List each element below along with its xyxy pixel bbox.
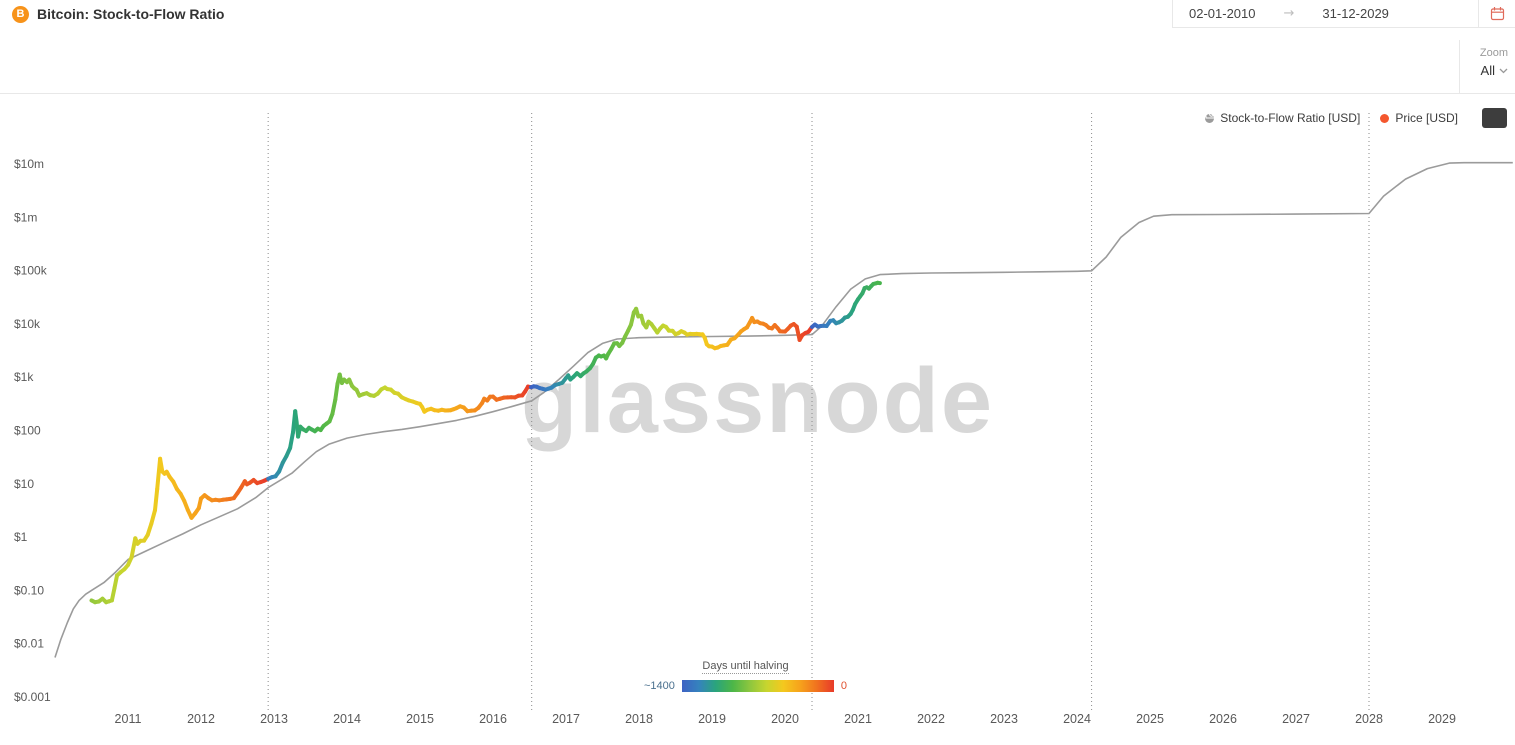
x-tick-label: 2025 [1136,712,1164,726]
x-tick-label: 2026 [1209,712,1237,726]
price-segment [153,487,160,513]
x-tick-label: 2019 [698,712,726,726]
range-arrow-icon: → [1283,6,1295,21]
y-tick-label: $1k [14,370,34,384]
colorbar-gradient [681,680,834,692]
x-tick-label: 2022 [917,712,945,726]
x-tick-label: 2011 [115,712,142,726]
y-tick-label: $0.001 [14,690,51,704]
colorbar-row: ~1400 0 [644,680,847,692]
watermark: glassnode [520,350,995,452]
x-tick-label: 2020 [771,712,799,726]
y-axis: $10m $1m $100k $10k $1k $100 $10 $1 $0.10 $0.01 $0… [14,157,51,704]
x-tick-label: 2024 [1063,712,1091,726]
zoom-range-value: All [1480,63,1495,78]
y-tick-label: $10k [14,317,41,331]
legend-item-s2f[interactable]: Stock-to-Flow Ratio [USD] [1205,111,1360,125]
price-segment [112,573,119,590]
zoom-label: Zoom [1479,47,1508,59]
camera-icon [1205,108,1218,119]
s2f-model-line[interactable] [54,161,1513,658]
price-segment [333,381,340,402]
x-tick-label: 2013 [260,712,288,726]
top-header: B Bitcoin: Stock-to-Flow Ratio 02-01-201… [0,0,1515,28]
chevron-down-icon [1499,68,1508,73]
screenshot-button[interactable] [1205,108,1507,128]
x-tick-label: 2018 [625,712,653,726]
x-tick-label: 2028 [1355,712,1383,726]
y-tick-label: $100 [14,424,41,438]
asset-brand: B Bitcoin: Stock-to-Flow Ratio [0,5,225,23]
y-tick-label: $10m [14,157,44,171]
page-title: Bitcoin: Stock-to-Flow Ratio [37,6,225,22]
x-tick-label: 2029 [1428,712,1456,726]
colorbar-title: Days until halving [702,660,789,674]
y-tick-label: $10 [14,477,34,491]
legend-item-price[interactable]: Price [USD] [1380,111,1458,125]
price-legend-dot [1380,113,1390,123]
chart-canvas[interactable]: $10m $1m $100k $10k $1k $100 $10 $1 $0.10 $0.01 $0… [0,93,1515,745]
colorbar-left-label: ~1400 [643,680,675,692]
x-tick-label: 2012 [187,712,215,726]
x-tick-label: 2015 [406,712,434,726]
x-tick-label: 2021 [844,712,872,726]
chart-legend: Stock-to-Flow Ratio [USD] Price [USD] [1205,108,1507,128]
y-tick-label: $100k [14,264,48,278]
x-tick-label: 2017 [552,712,580,726]
s2f-legend-label: Stock-to-Flow Ratio [USD] [1220,111,1361,125]
chart-toolbar: Zoom All [0,40,1515,94]
price-segment [288,430,295,450]
x-tick-label: 2027 [1282,712,1310,726]
y-tick-label: $1m [14,210,37,224]
x-axis: 2011 2012 2013 2014 2015 2016 2017 2018 2019 2020… [115,712,1456,726]
x-tick-label: 2016 [479,712,507,726]
bitcoin-icon: B [12,5,29,23]
x-tick-label: 2023 [990,712,1018,726]
calendar-icon [1490,7,1504,21]
chart-area: glassnode $10m $1m $100k $10k $1k $100 $10 $1 $0… [0,93,1515,745]
price-legend-label: Price [USD] [1395,111,1458,125]
y-tick-label: $0.10 [14,583,44,597]
price-segment [330,397,338,416]
y-tick-label: $0.01 [14,637,44,651]
date-range-picker[interactable]: 02-01-2010 → 31-12-2029 [1172,0,1515,28]
date-from-field[interactable]: 02-01-2010 [1189,6,1256,21]
colorbar-right-label: 0 [840,680,848,692]
price-segment [158,456,165,474]
price-segment [149,508,157,526]
x-tick-label: 2014 [333,712,361,726]
zoom-range-select[interactable]: All [1481,63,1508,78]
halving-colorbar: Days until halving ~1400 0 [638,660,853,692]
price-line[interactable] [89,280,882,605]
price-segment [629,310,636,327]
calendar-button[interactable] [1478,0,1515,27]
date-to-field[interactable]: 31-12-2029 [1322,6,1389,21]
zoom-panel: Zoom All [1459,40,1515,93]
y-tick-label: $1 [14,530,28,544]
price-segment [109,586,117,603]
